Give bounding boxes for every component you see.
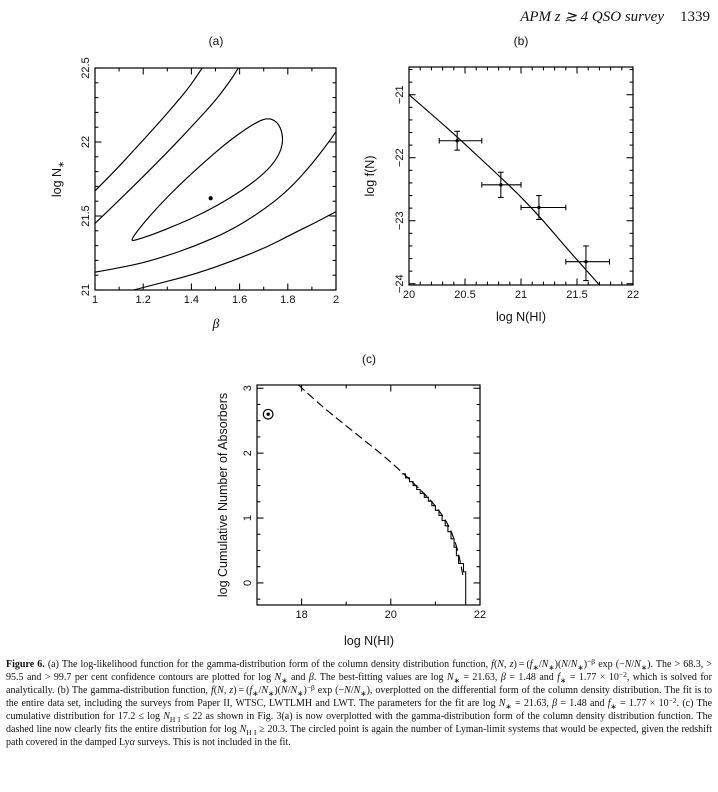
svg-text:−23: −23 <box>394 211 406 230</box>
svg-text:21.5: 21.5 <box>80 205 92 226</box>
svg-text:21: 21 <box>515 289 527 301</box>
panel-a-yaxis-title: log N∗ <box>50 161 66 197</box>
svg-text:22: 22 <box>627 289 639 301</box>
svg-text:−21: −21 <box>394 85 406 104</box>
page-number: 1339 <box>680 9 710 25</box>
panel-b-frame <box>408 66 634 286</box>
svg-text:20: 20 <box>403 289 415 301</box>
svg-text:21.5: 21.5 <box>566 289 587 301</box>
panel-a-axes: 1 1.2 1.4 1.6 1.8 2 21 21.5 22 22.5 <box>80 57 339 306</box>
panel-c: (c) 18 20 22 0 1 2 3 log N(HI) log Cumulative Num… <box>216 352 486 648</box>
svg-text:2: 2 <box>333 294 339 306</box>
panel-c-xaxis-title: log N(HI) <box>344 634 394 648</box>
panel-a-label: (a) <box>209 34 224 48</box>
svg-text:1: 1 <box>242 515 254 521</box>
panel-c-yaxis-title: log Cumulative Number of Absorbers <box>216 393 230 597</box>
lyman-limit-circled-point <box>262 408 274 420</box>
data-point-errorbar <box>438 130 483 151</box>
panel-a-xaxis-title: β <box>212 316 220 331</box>
panel-a-frame <box>94 67 337 291</box>
panel-c-content <box>262 384 467 605</box>
svg-text:22: 22 <box>80 136 92 148</box>
svg-text:21: 21 <box>80 284 92 296</box>
panel-b-axes: 20 20.5 21 21.5 22 −21 −22 −23 −24 <box>394 67 639 301</box>
svg-text:22: 22 <box>474 609 486 621</box>
svg-text:22.5: 22.5 <box>80 57 92 78</box>
panel-c-axes: 18 20 22 0 1 2 3 <box>242 385 486 621</box>
svg-text:1.2: 1.2 <box>136 294 151 306</box>
svg-text:1.4: 1.4 <box>184 294 199 306</box>
svg-text:1.8: 1.8 <box>280 294 295 306</box>
svg-text:0: 0 <box>242 580 254 586</box>
model-fit-curve <box>408 94 600 286</box>
confidence-contour-68.3 <box>131 118 284 242</box>
confidence-contour-95.5-lower <box>94 131 337 273</box>
panel-b-label: (b) <box>514 34 529 48</box>
panel-b-yaxis-title: log f(N) <box>363 156 377 197</box>
data-point-errorbar <box>481 171 522 198</box>
running-title: APM z ≳ 4 QSO survey <box>520 9 664 25</box>
svg-text:1: 1 <box>92 294 98 306</box>
page-header: APM z ≳ 4 QSO survey 1339 <box>520 7 710 26</box>
svg-text:20.5: 20.5 <box>454 289 475 301</box>
svg-text:1.6: 1.6 <box>232 294 247 306</box>
gamma-model-dashed-curve <box>297 384 464 577</box>
panel-b-xaxis-title: log N(HI) <box>496 310 546 324</box>
data-point-errorbar <box>565 245 611 282</box>
panel-a: (a) 1 1.2 1.4 1.6 1.8 2 21 21.5 22 22.5 β log N∗ <box>50 34 339 331</box>
panel-c-label: (c) <box>362 352 376 366</box>
cumulative-step-curve <box>402 473 467 605</box>
panel-b: (b) 20 20.5 21 21.5 22 −21 −22 −23 −24 log N(HI) lo… <box>363 34 639 324</box>
confidence-contour-95.5-upper <box>94 67 239 224</box>
svg-text:18: 18 <box>295 609 307 621</box>
panel-a-content <box>94 67 337 291</box>
confidence-contour-99.7-upper <box>94 67 203 192</box>
best-fit-point <box>208 196 213 201</box>
data-point-errorbar <box>520 195 567 220</box>
figure-caption: Figure 6. (a) The log-likelihood functio… <box>6 656 713 749</box>
svg-text:3: 3 <box>242 385 254 391</box>
svg-text:2: 2 <box>242 450 254 456</box>
svg-text:−24: −24 <box>394 274 406 293</box>
svg-text:20: 20 <box>385 609 397 621</box>
panel-b-content <box>408 94 611 286</box>
confidence-contour-99.7-lower <box>133 211 337 291</box>
panel-c-frame <box>256 384 481 606</box>
svg-text:−22: −22 <box>394 148 406 167</box>
